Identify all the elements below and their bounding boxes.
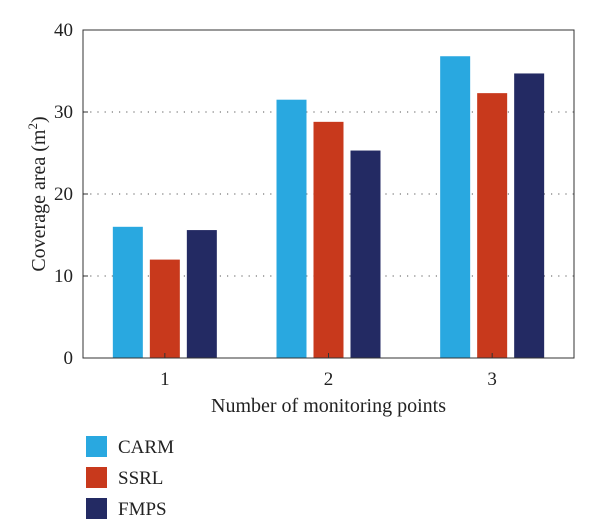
y-axis-ticks: 0 10 20 30 40: [54, 20, 88, 369]
legend-swatch-fmps: [86, 498, 107, 519]
y-axis-title: Coverage area (m2): [25, 116, 50, 271]
x-tick-label: 2: [324, 369, 334, 390]
y-tick-label: 20: [54, 184, 73, 205]
bar-carm-2: [276, 99, 307, 358]
legend-swatch-ssrl: [86, 467, 107, 488]
bars: [112, 56, 545, 359]
y-tick-label: 10: [54, 266, 73, 287]
y-axis-title-superscript: 2: [25, 123, 40, 130]
y-tick-label: 30: [54, 102, 73, 123]
bar-ssrl-2: [313, 121, 344, 358]
y-tick-label: 40: [54, 20, 73, 41]
bar-carm-1: [112, 226, 143, 358]
x-tick-label: 3: [487, 369, 497, 390]
legend: CARM SSRL FMPS: [86, 436, 174, 520]
legend-label-carm: CARM: [118, 437, 174, 458]
legend-label-fmps: FMPS: [118, 499, 167, 520]
bar-carm-3: [440, 56, 471, 359]
y-axis-title-main: Coverage area (m: [28, 129, 50, 272]
x-axis-title: Number of monitoring points: [211, 395, 446, 417]
legend-swatch-carm: [86, 436, 107, 457]
bar-ssrl-3: [477, 93, 508, 358]
x-axis-ticks: 1 2 3: [160, 353, 497, 390]
bar-fmps-2: [350, 150, 381, 358]
bar-ssrl-1: [149, 259, 180, 358]
y-axis-title-close: ): [28, 116, 50, 123]
legend-label-ssrl: SSRL: [118, 468, 163, 489]
bar-fmps-1: [186, 230, 217, 358]
x-tick-label: 1: [160, 369, 170, 390]
bar-fmps-3: [514, 73, 545, 359]
y-tick-label: 0: [64, 348, 74, 369]
